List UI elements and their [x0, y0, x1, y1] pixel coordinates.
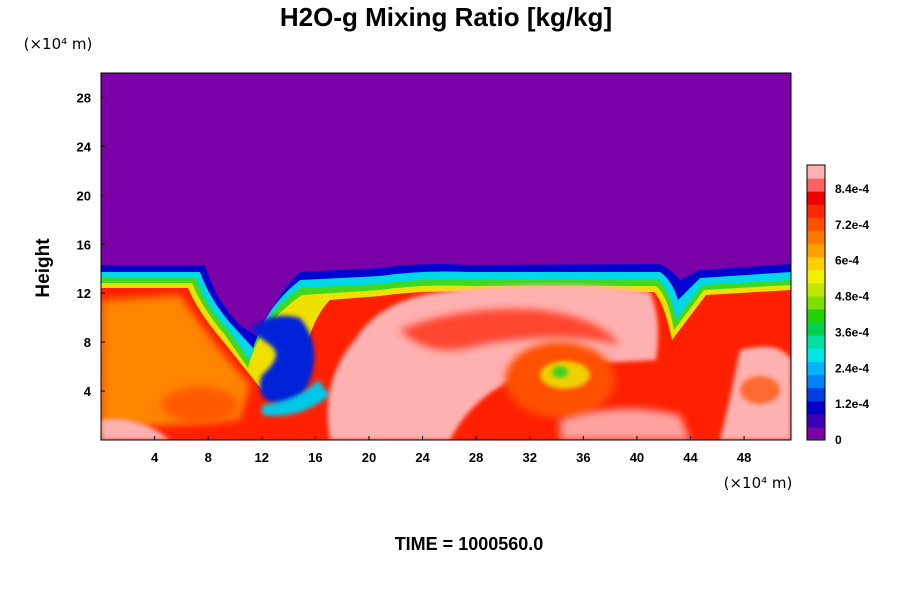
colorbar-tick-label: 1.2e-4 — [835, 397, 869, 411]
colorbar-band — [807, 426, 825, 441]
colorbar-band — [807, 361, 825, 376]
y-tick-label: 16 — [77, 237, 91, 252]
plot-area — [101, 73, 791, 440]
colorbar-band — [807, 178, 825, 192]
y-tick-label: 28 — [77, 90, 91, 105]
colorbar: 0 1.2e-4 2.4e-4 3.6e-4 4.8e-4 6e-4 7.2e-4 8.4e-… — [806, 164, 869, 447]
y-axis-ticks: 4 8 12 16 20 24 28 — [77, 90, 105, 399]
x-tick-label: 8 — [205, 450, 212, 465]
x-tick-label: 32 — [523, 450, 537, 465]
x-tick-label: 44 — [683, 450, 698, 465]
colorbar-tick-label: 7.2e-4 — [835, 218, 869, 232]
colorbar-band — [807, 348, 825, 362]
plot-frame — [100, 72, 792, 441]
colorbar-band — [807, 282, 825, 297]
y-tick-label: 24 — [77, 139, 92, 154]
colorbar-frame — [806, 164, 826, 441]
colorbar-tick-label: 3.6e-4 — [835, 325, 869, 339]
colorbar-tick-label: 4.8e-4 — [835, 290, 869, 304]
y-tick-label: 20 — [77, 188, 91, 203]
bottom-pink-mid — [560, 408, 690, 440]
colorbar-band — [807, 269, 825, 284]
y-axis-label: Height — [33, 238, 54, 298]
x-tick-label: 48 — [737, 450, 751, 465]
x-tick-label: 4 — [151, 450, 159, 465]
colorbar-tick-label: 8.4e-4 — [835, 182, 869, 196]
colorbar-band — [807, 295, 825, 310]
colorbar-tick-label: 2.4e-4 — [835, 361, 869, 375]
colorbar-band — [807, 387, 825, 402]
colorbar-band — [807, 256, 825, 271]
colorbar-band — [807, 204, 825, 218]
bottom-pink-left — [101, 419, 170, 440]
time-label: TIME = 1000560.0 — [395, 534, 544, 554]
colorbar-band — [807, 230, 825, 245]
x-tick-label: 24 — [415, 450, 430, 465]
y-tick-label: 4 — [84, 384, 92, 399]
y-tick-label: 12 — [77, 286, 91, 301]
dry-intrusion-cyan — [262, 380, 330, 416]
chart-title: H2O-g Mixing Ratio [kg/kg] — [280, 2, 612, 32]
y-unit-label: (×10⁴ m) — [24, 35, 93, 53]
x-unit-label: (×10⁴ m) — [724, 474, 793, 492]
colorbar-band — [807, 191, 825, 205]
x-tick-label: 36 — [576, 450, 590, 465]
x-tick-label: 20 — [362, 450, 376, 465]
x-axis-ticks: 4 8 12 16 20 24 28 32 36 40 44 48 — [151, 436, 751, 465]
colorbar-band — [807, 374, 825, 389]
colorbar-band — [807, 217, 825, 231]
colorbar-band — [807, 243, 825, 258]
colorbar-tick-label: 0 — [835, 433, 842, 447]
colorbar-band — [807, 309, 825, 323]
colorbar-band — [807, 322, 825, 336]
left-swirl — [162, 387, 238, 423]
x-tick-label: 28 — [469, 450, 483, 465]
colorbar-tick-label: 6e-4 — [835, 254, 859, 268]
colorbar-band — [807, 165, 825, 179]
colorbar-band — [807, 335, 825, 349]
x-tick-label: 16 — [308, 450, 322, 465]
colorbar-band — [807, 413, 825, 428]
far-right-swirl — [740, 376, 780, 404]
colorbar-band — [807, 400, 825, 415]
right-vortex-core — [552, 366, 568, 378]
x-tick-label: 40 — [630, 450, 644, 465]
x-tick-label: 12 — [255, 450, 269, 465]
central-red-swirl — [400, 309, 620, 350]
dry-intrusion-tongue — [250, 315, 315, 404]
y-tick-label: 8 — [84, 335, 91, 350]
